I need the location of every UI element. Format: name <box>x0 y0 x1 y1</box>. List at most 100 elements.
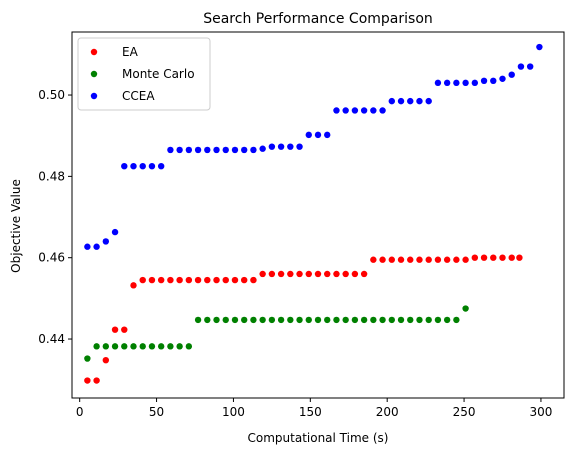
legend-label: Monte Carlo <box>122 67 195 81</box>
data-point <box>222 276 229 284</box>
data-point <box>213 276 220 284</box>
data-point <box>407 97 414 105</box>
data-point <box>194 276 202 284</box>
data-point <box>397 256 405 263</box>
data-point <box>241 276 248 284</box>
data-point <box>462 305 469 312</box>
data-point <box>148 163 156 170</box>
data-point <box>157 163 165 170</box>
data-point <box>296 270 303 278</box>
data-point <box>148 276 156 284</box>
x-tick-label: 250 <box>453 405 476 419</box>
data-point <box>351 316 359 324</box>
data-point <box>176 343 183 350</box>
data-point <box>333 107 340 114</box>
data-point <box>121 163 128 170</box>
data-point <box>102 238 110 245</box>
data-point <box>167 276 174 284</box>
data-point <box>416 256 423 263</box>
data-point <box>176 146 183 154</box>
legend: EA Monte Carlo CCEA <box>77 37 211 111</box>
series-ccea <box>84 43 543 250</box>
data-point <box>434 316 442 324</box>
data-point <box>370 256 377 263</box>
data-point <box>480 254 488 261</box>
data-point <box>185 276 193 284</box>
data-point <box>296 143 303 150</box>
y-tick-label: 0.46 <box>38 251 65 265</box>
data-point <box>471 254 479 261</box>
data-point <box>425 316 432 324</box>
data-point <box>360 107 368 114</box>
data-point <box>213 146 220 154</box>
data-point <box>93 377 100 384</box>
data-point <box>250 276 257 284</box>
data-point <box>204 316 211 324</box>
data-point <box>462 79 469 87</box>
data-point <box>130 343 137 350</box>
y-axis-label: Objective Value <box>9 179 23 273</box>
data-point <box>407 316 414 324</box>
data-point <box>139 163 146 170</box>
data-point <box>379 316 386 324</box>
x-tick-label: 200 <box>376 405 399 419</box>
data-point <box>370 107 377 114</box>
data-point <box>516 254 523 261</box>
legend-marker <box>90 70 98 78</box>
data-point <box>434 256 442 263</box>
data-point <box>490 254 497 261</box>
legend-label: CCEA <box>122 89 155 103</box>
data-point <box>480 77 488 85</box>
data-point <box>84 377 91 384</box>
data-point <box>379 256 386 263</box>
x-tick-label: 100 <box>222 405 245 419</box>
series-ea <box>84 254 523 384</box>
data-point <box>268 270 276 278</box>
data-point <box>342 107 349 114</box>
data-point <box>287 270 294 278</box>
y-tick-label: 0.50 <box>38 88 65 102</box>
chart-title: Search Performance Comparison <box>203 11 433 27</box>
plot-frame <box>71 31 565 399</box>
data-point <box>333 270 340 278</box>
data-point <box>434 79 442 87</box>
data-point <box>222 316 229 324</box>
data-point <box>259 316 266 324</box>
data-point <box>130 282 137 289</box>
data-point <box>93 243 100 250</box>
data-point <box>204 276 211 284</box>
data-point <box>305 131 312 139</box>
data-point <box>250 146 257 154</box>
data-point <box>397 97 405 105</box>
data-point <box>167 146 174 154</box>
data-point <box>443 316 451 324</box>
data-point <box>157 276 165 284</box>
data-point <box>139 276 146 284</box>
y-tick-label: 0.48 <box>38 169 65 183</box>
data-point <box>388 256 395 263</box>
data-point <box>490 77 497 85</box>
data-point <box>379 107 386 114</box>
data-point <box>241 146 248 154</box>
data-point <box>277 316 285 324</box>
x-axis-label: Computational Time (s) <box>248 431 389 445</box>
data-point <box>121 343 128 350</box>
data-point <box>185 343 193 350</box>
data-point <box>351 107 359 114</box>
data-point <box>351 270 359 278</box>
data-point <box>388 316 395 324</box>
data-point <box>453 256 460 263</box>
series-monte-carlo <box>84 305 469 362</box>
data-point <box>111 228 119 236</box>
legend-marker <box>90 48 98 56</box>
data-point <box>121 326 128 333</box>
data-point <box>360 270 368 278</box>
x-tick-label: 300 <box>529 405 552 419</box>
data-point <box>231 316 239 324</box>
data-point <box>287 316 294 324</box>
data-point <box>157 343 165 350</box>
data-point <box>241 316 248 324</box>
data-point <box>194 146 202 154</box>
data-point <box>517 63 525 70</box>
